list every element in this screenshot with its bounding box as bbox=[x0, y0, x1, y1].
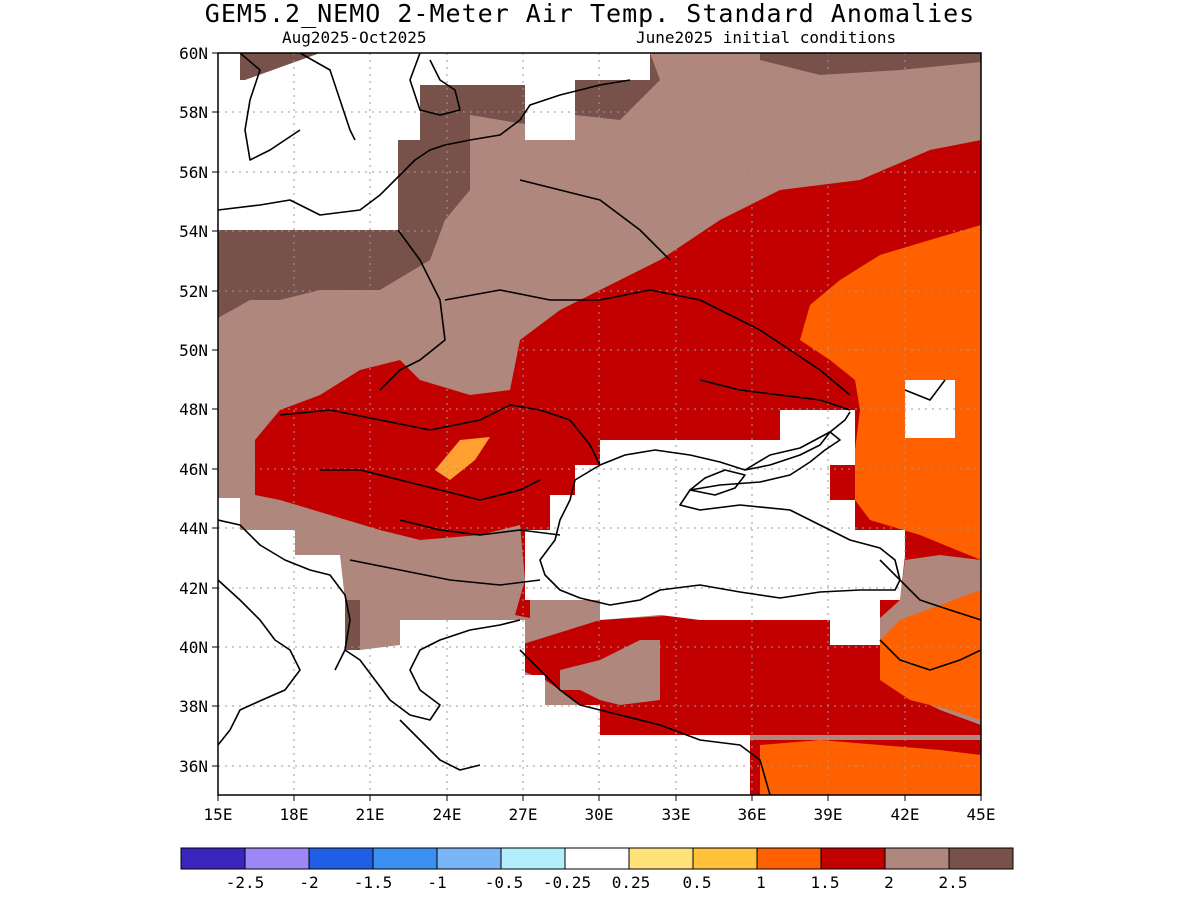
colorbar-label: -1 bbox=[427, 873, 446, 892]
colorbar-labels: -2.5 -2 -1.5 -1 -0.5 -0.25 0.25 0.5 1 1.… bbox=[226, 873, 968, 892]
lat-tick-label: 56N bbox=[179, 163, 208, 182]
lon-tick-label: 27E bbox=[509, 805, 538, 824]
colorbar-swatch bbox=[628, 847, 694, 870]
colorbar-swatch bbox=[564, 847, 630, 870]
anomaly-region-light-orange bbox=[435, 437, 490, 480]
lon-tick-label: 21E bbox=[356, 805, 385, 824]
lat-tick-label: 42N bbox=[179, 579, 208, 598]
lat-tick-label: 54N bbox=[179, 222, 208, 241]
axis-ticks bbox=[212, 52, 982, 801]
latitude-labels: 60N 58N 56N 54N 52N 50N 48N 46N 44N 42N … bbox=[179, 44, 208, 776]
lat-tick-label: 44N bbox=[179, 519, 208, 538]
initial-conditions: June2025 initial conditions bbox=[636, 28, 897, 47]
colorbar-label: 2 bbox=[884, 873, 894, 892]
colorbar-label: -2.5 bbox=[226, 873, 265, 892]
colorbar bbox=[180, 847, 1014, 870]
longitude-labels: 15E 18E 21E 24E 27E 30E 33E 36E 39E 42E … bbox=[204, 805, 996, 824]
lat-tick-label: 60N bbox=[179, 44, 208, 63]
colorbar-swatch bbox=[372, 847, 438, 870]
colorbar-label: 2.5 bbox=[939, 873, 968, 892]
colorbar-label: 1 bbox=[756, 873, 766, 892]
colorbar-swatch bbox=[884, 847, 950, 870]
lat-tick-label: 40N bbox=[179, 638, 208, 657]
lon-tick-label: 30E bbox=[585, 805, 614, 824]
colorbar-label: 1.5 bbox=[811, 873, 840, 892]
colorbar-label: 0.5 bbox=[683, 873, 712, 892]
lon-tick-label: 18E bbox=[280, 805, 309, 824]
colorbar-swatch bbox=[244, 847, 310, 870]
lat-tick-label: 48N bbox=[179, 400, 208, 419]
lat-tick-label: 38N bbox=[179, 697, 208, 716]
lat-tick-label: 58N bbox=[179, 103, 208, 122]
anomaly-region-brown bbox=[760, 53, 981, 75]
colorbar-swatch bbox=[500, 847, 566, 870]
lon-tick-label: 33E bbox=[662, 805, 691, 824]
colorbar-label: -2 bbox=[299, 873, 318, 892]
anomaly-region-tan bbox=[560, 640, 660, 705]
anomaly-region-orange bbox=[760, 740, 981, 795]
colorbar-swatch bbox=[180, 847, 246, 870]
colorbar-label: -0.5 bbox=[485, 873, 524, 892]
colorbar-swatch bbox=[756, 847, 822, 870]
anomaly-region-orange bbox=[800, 225, 981, 560]
lon-tick-label: 24E bbox=[433, 805, 462, 824]
lon-tick-label: 42E bbox=[891, 805, 920, 824]
anomaly-region-orange bbox=[880, 590, 981, 720]
coastlines-and-borders bbox=[218, 53, 981, 795]
lat-tick-label: 52N bbox=[179, 282, 208, 301]
colorbar-swatch bbox=[692, 847, 758, 870]
chart-title: GEM5.2_NEMO 2-Meter Air Temp. Standard A… bbox=[204, 0, 976, 28]
lon-tick-label: 15E bbox=[204, 805, 233, 824]
lat-tick-label: 36N bbox=[179, 757, 208, 776]
lat-tick-label: 46N bbox=[179, 460, 208, 479]
anomaly-region-white bbox=[218, 53, 470, 230]
colorbar-swatch bbox=[820, 847, 886, 870]
colorbar-swatch bbox=[436, 847, 502, 870]
colorbar-label: -1.5 bbox=[354, 873, 393, 892]
anomaly-region-white bbox=[470, 53, 650, 140]
forecast-period: Aug2025-Oct2025 bbox=[282, 28, 427, 47]
lon-tick-label: 39E bbox=[814, 805, 843, 824]
lat-tick-label: 50N bbox=[179, 341, 208, 360]
anomaly-region-white bbox=[218, 53, 245, 140]
lon-tick-label: 45E bbox=[967, 805, 996, 824]
colorbar-swatch bbox=[948, 847, 1014, 870]
colorbar-label: -0.25 bbox=[543, 873, 591, 892]
anomaly-fill-layer bbox=[218, 53, 981, 795]
colorbar-swatch bbox=[308, 847, 374, 870]
colorbar-label: 0.25 bbox=[612, 873, 651, 892]
lon-tick-label: 36E bbox=[738, 805, 767, 824]
